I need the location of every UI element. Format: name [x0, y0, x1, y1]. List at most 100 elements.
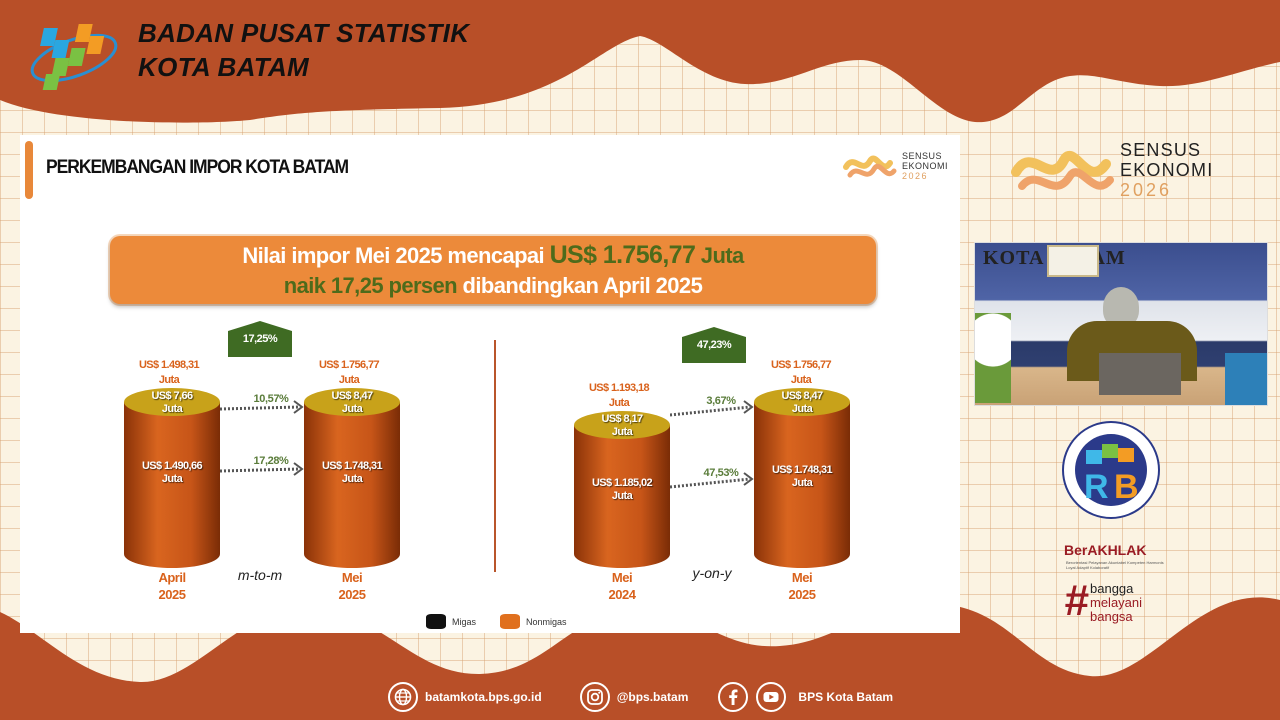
- sensus-ekonomi-logo-small: SENSUS EKONOMI 2026: [842, 145, 954, 191]
- legend-nonmigas-label: Nonmigas: [526, 616, 567, 627]
- org-title: BADAN PUSAT STATISTIK KOTA BATAM: [138, 16, 469, 84]
- legend-migas-label: Migas: [452, 616, 477, 627]
- dotted-arrow-icon: [669, 400, 754, 417]
- yoy-right-total: US$ 1.756,77 Juta: [746, 358, 856, 388]
- yoy-left-nonmigas-label: US$ 1.185,02 Juta: [574, 477, 670, 503]
- period-year: 2025: [158, 587, 186, 602]
- ekonomi-text: EKONOMI: [902, 161, 949, 171]
- nonmigas-unit: Juta: [341, 473, 363, 485]
- total-value: US$ 1.498,31: [138, 359, 200, 371]
- mtm-right-period: Mei 2025: [302, 569, 402, 603]
- period-month: Mei: [791, 570, 813, 585]
- sensus-text: SENSUS: [1120, 140, 1202, 160]
- ekonomi-text: EKONOMI: [1120, 160, 1214, 180]
- total-value: US$ 1.193,18: [588, 382, 650, 394]
- nonmigas-value: US$ 1.490,66: [141, 460, 203, 472]
- total-value: US$ 1.756,77: [770, 359, 832, 371]
- reformasi-birokrasi-logo: R B: [1062, 421, 1160, 519]
- mtm-left-total: US$ 1.498,31 Juta: [114, 358, 224, 388]
- yoy-right-period: Mei 2025: [752, 569, 852, 603]
- chart-divider: [494, 340, 496, 572]
- instagram-icon[interactable]: [579, 682, 610, 712]
- mtm-nonmigas-growth: 17,28%: [253, 455, 289, 467]
- period-year: 2025: [338, 587, 366, 602]
- yoy-nonmigas-arrow: 47,53%: [669, 467, 760, 491]
- nonmigas-unit: Juta: [611, 490, 633, 502]
- mtm-nonmigas-arrow: 17,28%: [219, 455, 310, 479]
- migas-unit: Juta: [161, 403, 183, 415]
- period-month: April: [158, 570, 186, 585]
- org-title-line2: KOTA BATAM: [138, 52, 309, 82]
- headline-value: US$ 1.756,77: [549, 241, 696, 269]
- mtm-right-migas-label: US$ 8,47 Juta: [304, 390, 400, 416]
- sensus-ribbon-icon: [843, 155, 897, 178]
- sensus-text: SENSUS: [902, 151, 943, 161]
- facebook-icon[interactable]: [718, 682, 749, 712]
- year-text: 2026: [902, 171, 929, 181]
- period-year: 2024: [608, 587, 636, 602]
- svg-text:R: R: [1084, 468, 1109, 506]
- berakhlak-tagline: Berorientasi Pelayanan Akuntabel Kompete…: [1066, 560, 1164, 570]
- total-value: US$ 1.756,77: [318, 359, 380, 371]
- year-text: 2026: [1120, 180, 1173, 200]
- headline-unit: Juta: [695, 243, 744, 268]
- slide-title: PERKEMBANGAN IMPOR KOTA BATAM: [46, 157, 349, 178]
- sensus-ribbon-icon: [1011, 151, 1114, 190]
- legend-migas: Migas: [426, 614, 476, 629]
- total-unit: Juta: [608, 397, 630, 409]
- period-year: 2025: [788, 587, 816, 602]
- mtm-right-cylinder: US$ 8,47 Juta US$ 1.748,31 Juta: [304, 388, 400, 568]
- total-unit: Juta: [158, 374, 180, 386]
- migas-value: US$ 8,47: [781, 390, 823, 402]
- title-accent-bar: [25, 141, 33, 199]
- bangga-melayani-bangsa-logo: # bangga melayani bangsa: [1064, 576, 1174, 628]
- yoy-left-cylinder: US$ 8,17 Juta US$ 1.185,02 Juta: [574, 411, 670, 568]
- youtube-icon[interactable]: [756, 682, 787, 712]
- website-link[interactable]: batamkota.bps.go.id: [425, 690, 542, 704]
- yoy-growth-badge: 47,23%: [682, 327, 746, 363]
- instagram-handle[interactable]: @bps.batam: [616, 690, 689, 704]
- nonmigas-value: US$ 1.748,31: [321, 460, 383, 472]
- migas-value: US$ 8,17: [601, 413, 643, 425]
- berakhlak-logo: BerAKHLAK: [1064, 542, 1147, 558]
- yoy-right-cylinder: US$ 8,47 Juta US$ 1.748,31 Juta: [754, 388, 850, 568]
- yoy-right-migas-label: US$ 8,47 Juta: [754, 390, 850, 416]
- mtm-left-migas-label: US$ 7,66 Juta: [124, 390, 220, 416]
- org-title-line1: BADAN PUSAT STATISTIK: [138, 18, 470, 48]
- melayani-text: melayani: [1090, 595, 1143, 610]
- yoy-left-period: Mei 2024: [572, 569, 672, 603]
- yoy-nonmigas-growth: 47,53%: [703, 467, 739, 479]
- mtm-left-cylinder: US$ 7,66 Juta US$ 1.490,66 Juta: [124, 388, 220, 568]
- total-unit: Juta: [338, 374, 360, 386]
- mtm-left-nonmigas-label: US$ 1.490,66 Juta: [124, 460, 220, 486]
- presentation-slide: PERKEMBANGAN IMPOR KOTA BATAM SENSUS EKO…: [20, 135, 960, 633]
- sensus-ekonomi-logo: SENSUS EKONOMI 2026: [1010, 132, 1230, 212]
- nonmigas-value: US$ 1.748,31: [771, 464, 833, 476]
- hashtag-icon: #: [1064, 576, 1089, 625]
- migas-value: US$ 8,47: [331, 390, 373, 402]
- yoy-badge-value: 47,23%: [696, 339, 732, 351]
- bangsa-text: bangsa: [1090, 609, 1133, 624]
- dotted-arrow-icon: [669, 472, 754, 489]
- footer-contacts: batamkota.bps.go.id @bps.batam BPS Kota …: [388, 680, 893, 714]
- social-account-name[interactable]: BPS Kota Batam: [798, 690, 894, 704]
- yoy-left-migas-label: US$ 8,17 Juta: [574, 413, 670, 439]
- mtm-migas-arrow: 10,57%: [219, 393, 310, 417]
- yoy-right-nonmigas-label: US$ 1.748,31 Juta: [754, 464, 850, 490]
- nonmigas-unit: Juta: [791, 477, 813, 489]
- bps-logo: [30, 24, 118, 90]
- globe-icon[interactable]: [388, 682, 418, 712]
- flower-plant: [975, 313, 1011, 403]
- mtm-right-nonmigas-label: US$ 1.748,31 Juta: [304, 460, 400, 486]
- svg-text:B: B: [1114, 468, 1139, 506]
- presenter-head: [1103, 287, 1139, 327]
- dotted-arrow-icon: [219, 400, 304, 414]
- mtm-comparison-label: m-to-m: [237, 567, 283, 583]
- nonmigas-swatch-icon: [500, 614, 520, 629]
- mtm-left-period: April 2025: [122, 569, 222, 603]
- migas-unit: Juta: [611, 426, 633, 438]
- yoy-migas-growth: 3,67%: [706, 395, 736, 407]
- headline-growth: naik 17,25 persen: [283, 273, 458, 298]
- laptop: [1099, 353, 1181, 395]
- headline-banner: Nilai impor Mei 2025 mencapai US$ 1.756,…: [110, 236, 876, 304]
